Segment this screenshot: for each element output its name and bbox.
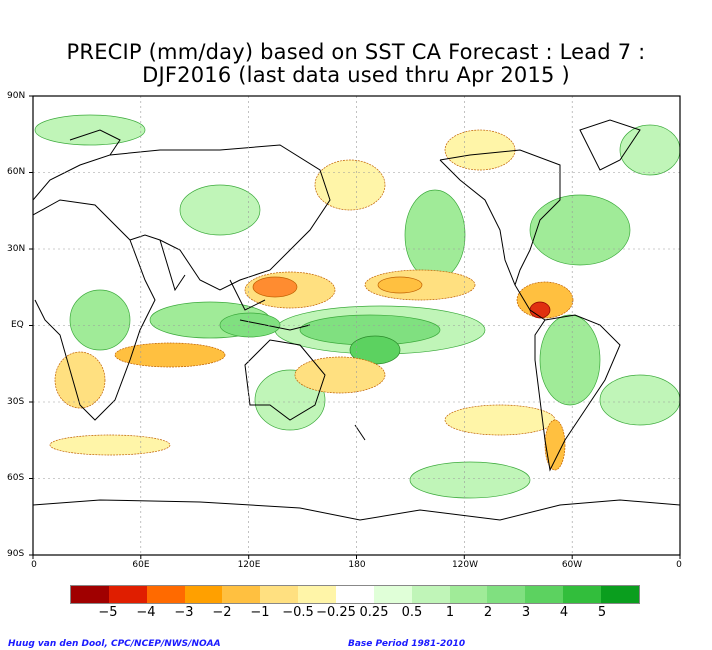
colorbar-label: 4 xyxy=(559,605,569,620)
colorbar xyxy=(70,585,640,604)
dry-region-south-indian xyxy=(114,342,226,368)
coast-south-america xyxy=(534,314,621,472)
lon-label-60e: 60E xyxy=(132,560,150,570)
colorbar-swatch xyxy=(601,586,639,603)
colorbar-swatch xyxy=(525,586,564,603)
dry-region-subtropical-pacific-core xyxy=(377,276,423,294)
colorbar-label: 5 xyxy=(597,605,607,620)
lon-label-120w: 120W xyxy=(451,560,479,570)
lat-label-60s: 60S xyxy=(7,473,25,483)
wet-region-southern-ocean xyxy=(409,461,531,499)
coast-north-america-west xyxy=(439,159,516,286)
wet-region-south-america xyxy=(539,314,601,406)
wet-region-north-atlantic xyxy=(529,194,631,266)
coast-indian-peninsula xyxy=(159,239,186,292)
colorbar-swatch xyxy=(411,586,450,603)
lat-label-30s: 30S xyxy=(7,397,25,407)
colorbar-label: 3 xyxy=(521,605,531,620)
lat-label-eq: EQ xyxy=(11,320,24,330)
lat-label-60n: 60N xyxy=(7,167,26,177)
lon-label-60w: 60W xyxy=(561,560,583,570)
gridlines xyxy=(33,96,680,555)
dry-region-caribbean-core xyxy=(529,301,551,319)
colorbar-swatch xyxy=(563,586,602,603)
colorbar-swatch xyxy=(336,586,374,603)
dry-region-nw-pacific-core xyxy=(252,276,298,298)
colorbar-swatch xyxy=(298,586,337,603)
wet-region-africa xyxy=(69,289,131,351)
colorbar-swatch xyxy=(487,586,526,603)
colorbar-swatch xyxy=(184,586,223,603)
wet-region-asia xyxy=(179,184,261,236)
coast-north-america xyxy=(439,149,561,321)
map-title-line2: DJF2016 (last data used thru Apr 2015 ) xyxy=(142,63,570,87)
colorbar-label: −0.25 xyxy=(316,605,356,620)
tick-marks xyxy=(29,95,681,559)
dry-region-south-pacific xyxy=(294,356,386,394)
dry-region-southern-mid xyxy=(444,404,556,436)
colorbar-swatch xyxy=(146,586,185,603)
coastlines xyxy=(33,119,680,521)
colorbar-swatch xyxy=(449,586,488,603)
dry-region-south-africa xyxy=(54,351,106,409)
colorbar-swatch xyxy=(71,586,109,603)
coast-greenland xyxy=(579,119,641,171)
colorbar-swatch xyxy=(222,586,261,603)
colorbar-label: −4 xyxy=(136,605,156,620)
dry-region-south-america xyxy=(544,419,566,471)
lon-label-0-east: 0 xyxy=(676,560,682,570)
dry-region-north-canada xyxy=(444,129,516,171)
wet-region-maritime xyxy=(219,312,281,338)
colorbar-swatch xyxy=(373,586,412,603)
colorbar-label: 0.25 xyxy=(359,605,389,620)
colorbar-label: 2 xyxy=(483,605,493,620)
coast-southeast-asia xyxy=(229,279,266,311)
coast-australia xyxy=(244,339,326,421)
coast-maritime xyxy=(239,319,311,331)
map-title-line1: PRECIP (mm/day) based on SST CA Forecast… xyxy=(66,40,646,64)
colorbar-swatch xyxy=(260,586,299,603)
precip-anomaly-field xyxy=(33,114,680,521)
colorbar-label: −2 xyxy=(212,605,232,620)
colorbar-label: −5 xyxy=(98,605,118,620)
colorbar-swatch xyxy=(108,586,147,603)
footer-credit: Huug van den Dool, CPC/NCEP/NWS/NOAA xyxy=(8,639,221,649)
colorbar-label: 0.5 xyxy=(401,605,423,620)
wet-region-north-pacific xyxy=(404,189,466,281)
coast-asia xyxy=(109,144,331,291)
wet-region-south-atlantic xyxy=(599,374,680,426)
wet-region-arctic xyxy=(34,114,146,146)
lat-label-90n: 90N xyxy=(7,91,26,101)
dry-region-southern-ocean xyxy=(49,434,171,456)
coast-africa xyxy=(33,199,156,421)
lat-label-30n: 30N xyxy=(7,244,26,254)
dry-region-north-pacific xyxy=(314,159,386,211)
lon-label-120e: 120E xyxy=(237,560,261,570)
lon-label-0: 0 xyxy=(31,560,37,570)
lat-label-90s: 90S xyxy=(7,549,25,559)
colorbar-label: −3 xyxy=(174,605,194,620)
footer-base-period: Base Period 1981-2010 xyxy=(348,639,466,649)
colorbar-label: −1 xyxy=(250,605,270,620)
colorbar-label: −0.5 xyxy=(282,605,314,620)
colorbar-label: 1 xyxy=(445,605,455,620)
wet-region-east-atlantic xyxy=(619,124,680,176)
lon-label-180: 180 xyxy=(348,560,366,570)
coast-antarctica xyxy=(33,499,680,521)
